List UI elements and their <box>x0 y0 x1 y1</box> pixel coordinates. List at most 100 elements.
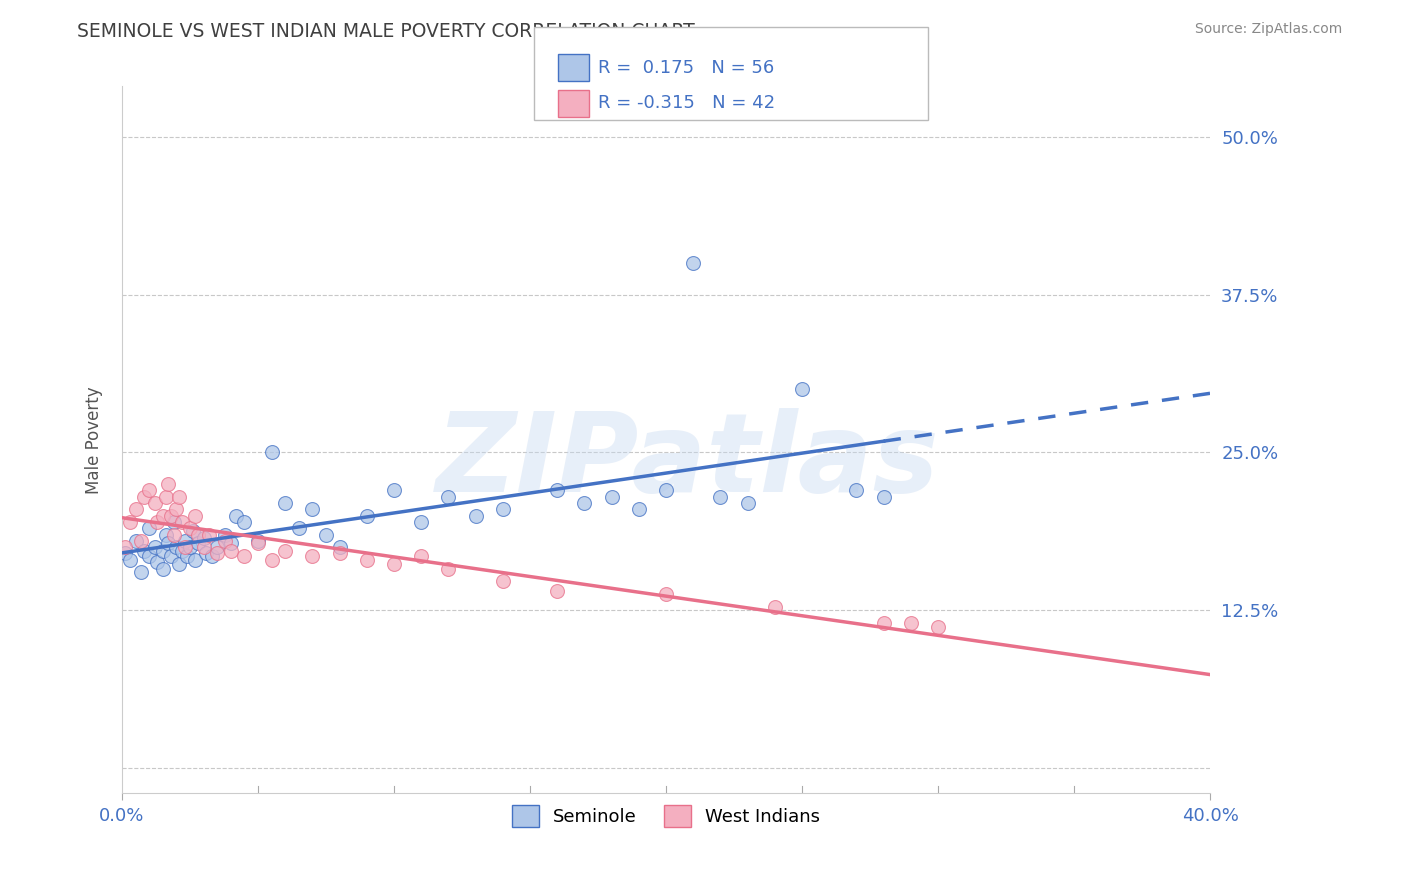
Point <box>187 527 209 541</box>
Point <box>163 527 186 541</box>
Point <box>160 508 183 523</box>
Point <box>155 490 177 504</box>
Point <box>129 566 152 580</box>
Point <box>155 527 177 541</box>
Point <box>163 515 186 529</box>
Point <box>120 553 142 567</box>
Point <box>184 553 207 567</box>
Point <box>872 615 894 630</box>
Point <box>315 527 337 541</box>
Point <box>114 540 136 554</box>
Point <box>382 557 405 571</box>
Point <box>274 544 297 558</box>
Point <box>187 536 209 550</box>
Point <box>233 515 256 529</box>
Point <box>301 549 323 563</box>
Point <box>170 515 193 529</box>
Point <box>114 546 136 560</box>
Point <box>260 553 283 567</box>
Point <box>233 549 256 563</box>
Point <box>655 587 678 601</box>
Point <box>124 502 146 516</box>
Point <box>790 382 813 396</box>
Point <box>152 508 174 523</box>
Point <box>288 521 311 535</box>
Point <box>900 615 922 630</box>
Point <box>411 515 433 529</box>
Text: R = -0.315   N = 42: R = -0.315 N = 42 <box>598 95 775 112</box>
Y-axis label: Male Poverty: Male Poverty <box>86 386 103 493</box>
Point <box>546 584 568 599</box>
Point <box>225 508 247 523</box>
Point <box>179 540 201 554</box>
Point <box>146 515 169 529</box>
Point <box>247 533 270 548</box>
Point <box>655 483 678 498</box>
Point <box>214 533 236 548</box>
Text: Source: ZipAtlas.com: Source: ZipAtlas.com <box>1195 22 1343 37</box>
Point <box>157 477 180 491</box>
Point <box>356 553 378 567</box>
Point <box>219 536 242 550</box>
Point <box>437 561 460 575</box>
Point <box>138 521 160 535</box>
Point <box>356 508 378 523</box>
Point <box>146 555 169 569</box>
Point <box>138 483 160 498</box>
Point <box>193 532 215 546</box>
Point <box>492 502 515 516</box>
Point <box>627 502 650 516</box>
Point <box>160 549 183 563</box>
Point <box>207 540 229 554</box>
Point <box>152 544 174 558</box>
Point <box>143 496 166 510</box>
Point <box>329 540 352 554</box>
Point <box>176 549 198 563</box>
Point <box>167 490 190 504</box>
Point <box>120 515 142 529</box>
Point <box>872 490 894 504</box>
Point <box>247 536 270 550</box>
Point <box>763 599 786 614</box>
Point <box>301 502 323 516</box>
Point <box>329 546 352 560</box>
Point <box>274 496 297 510</box>
Point <box>411 549 433 563</box>
Point <box>219 544 242 558</box>
Point <box>170 544 193 558</box>
Point <box>682 256 704 270</box>
Point <box>143 540 166 554</box>
Point <box>193 540 215 554</box>
Point <box>260 445 283 459</box>
Point <box>737 496 759 510</box>
Point <box>207 546 229 560</box>
Point <box>214 527 236 541</box>
Point <box>437 490 460 504</box>
Point <box>167 557 190 571</box>
Text: SEMINOLE VS WEST INDIAN MALE POVERTY CORRELATION CHART: SEMINOLE VS WEST INDIAN MALE POVERTY COR… <box>77 22 695 41</box>
Point <box>173 540 195 554</box>
Point <box>129 533 152 548</box>
Point <box>600 490 623 504</box>
Point <box>181 524 204 538</box>
Point <box>574 496 596 510</box>
Point <box>179 521 201 535</box>
Point <box>845 483 868 498</box>
Point <box>927 620 949 634</box>
Point <box>492 574 515 589</box>
Point <box>195 546 218 560</box>
Point <box>152 561 174 575</box>
Point <box>184 508 207 523</box>
Point <box>464 508 486 523</box>
Text: ZIPatlas: ZIPatlas <box>436 408 939 515</box>
Point <box>546 483 568 498</box>
Point <box>165 502 187 516</box>
Point <box>124 533 146 548</box>
Point <box>382 483 405 498</box>
Point <box>165 540 187 554</box>
Point <box>709 490 731 504</box>
Point <box>173 533 195 548</box>
Legend: Seminole, West Indians: Seminole, West Indians <box>505 797 828 834</box>
Point <box>201 549 224 563</box>
Point <box>198 527 221 541</box>
